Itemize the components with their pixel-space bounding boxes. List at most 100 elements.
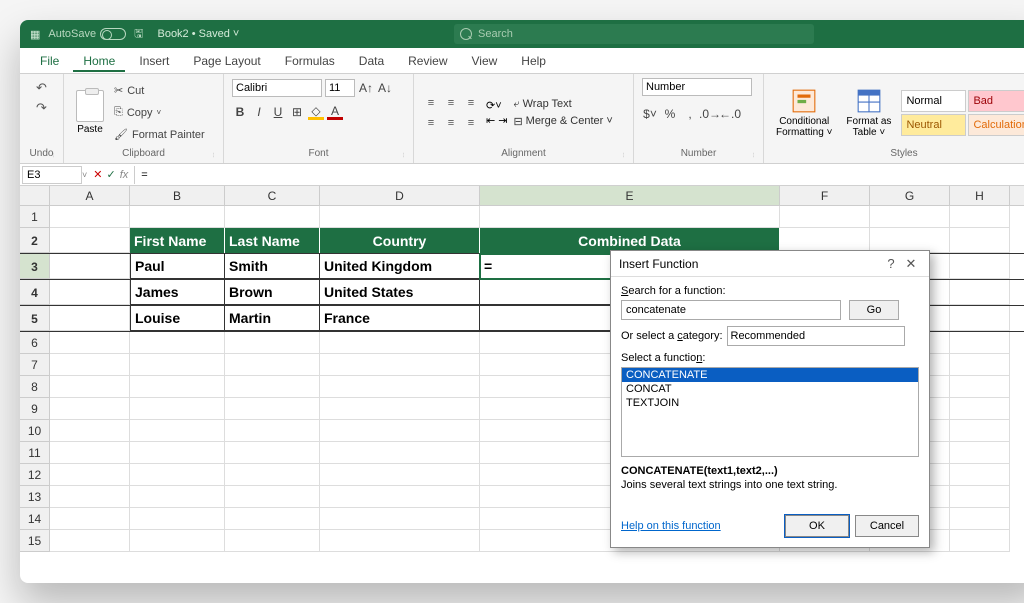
col-header-A[interactable]: A — [50, 186, 130, 205]
col-header-H[interactable]: H — [950, 186, 1010, 205]
cell[interactable] — [225, 508, 320, 530]
cell[interactable] — [320, 464, 480, 486]
cancel-formula-button[interactable]: ✕ — [93, 168, 102, 181]
menu-file[interactable]: File — [30, 50, 69, 72]
col-header-E[interactable]: E — [480, 186, 780, 205]
cell[interactable] — [225, 420, 320, 442]
row-header[interactable]: 3 — [20, 254, 50, 279]
go-button[interactable]: Go — [849, 300, 899, 320]
style-normal[interactable]: Normal — [901, 90, 966, 112]
cell[interactable] — [950, 228, 1010, 253]
increase-font-button[interactable]: A↑ — [358, 80, 374, 96]
cell[interactable] — [950, 398, 1010, 420]
cell[interactable]: Louise — [130, 306, 225, 331]
cell[interactable] — [130, 420, 225, 442]
row-header[interactable]: 2 — [20, 228, 50, 253]
style-calculation[interactable]: Calculation — [968, 114, 1024, 136]
format-painter-button[interactable]: 🖌Format Painter — [114, 125, 205, 145]
format-as-table-button[interactable]: Format as Table ˅ — [842, 88, 895, 138]
cell[interactable] — [225, 206, 320, 228]
cancel-button[interactable]: Cancel — [855, 515, 919, 537]
cell[interactable] — [130, 206, 225, 228]
decrease-font-button[interactable]: A↓ — [377, 80, 393, 96]
cell[interactable] — [50, 486, 130, 508]
cell[interactable]: Martin — [225, 306, 320, 331]
enter-formula-button[interactable]: ✓ — [106, 168, 115, 181]
row-header[interactable]: 11 — [20, 442, 50, 464]
cell[interactable]: James — [130, 280, 225, 305]
row-header[interactable]: 12 — [20, 464, 50, 486]
cell[interactable] — [320, 420, 480, 442]
bold-button[interactable]: B — [232, 104, 248, 120]
row-header[interactable]: 1 — [20, 206, 50, 228]
cell[interactable] — [780, 206, 870, 228]
cell[interactable] — [950, 206, 1010, 228]
name-box[interactable] — [22, 166, 82, 184]
conditional-formatting-button[interactable]: Conditional Formatting ˅ — [772, 88, 836, 138]
copy-button[interactable]: ⎘Copy˅ — [114, 103, 205, 123]
menu-data[interactable]: Data — [349, 50, 394, 72]
menu-home[interactable]: Home — [73, 50, 125, 72]
col-header-B[interactable]: B — [130, 186, 225, 205]
cell[interactable] — [130, 530, 225, 552]
cell[interactable] — [950, 354, 1010, 376]
category-select[interactable] — [727, 326, 905, 346]
currency-button[interactable]: $˅ — [642, 106, 658, 122]
cell[interactable] — [50, 306, 130, 331]
function-item[interactable]: CONCAT — [622, 382, 918, 396]
function-item[interactable]: CONCATENATE — [622, 368, 918, 382]
cell[interactable] — [225, 464, 320, 486]
row-header[interactable]: 14 — [20, 508, 50, 530]
row-header[interactable]: 6 — [20, 332, 50, 354]
cell[interactable] — [225, 354, 320, 376]
underline-button[interactable]: U — [270, 104, 286, 120]
col-header-D[interactable]: D — [320, 186, 480, 205]
cell[interactable]: Country — [320, 228, 480, 253]
cell[interactable] — [950, 420, 1010, 442]
percent-button[interactable]: % — [662, 106, 678, 122]
row-header[interactable]: 15 — [20, 530, 50, 552]
cell[interactable] — [50, 442, 130, 464]
cell[interactable] — [870, 206, 950, 228]
cell[interactable] — [225, 376, 320, 398]
cell[interactable] — [50, 508, 130, 530]
number-format-select[interactable] — [642, 78, 752, 96]
cell[interactable] — [320, 486, 480, 508]
dialog-close-icon[interactable]: ✕ — [901, 256, 921, 272]
cell[interactable] — [130, 376, 225, 398]
cell[interactable] — [480, 206, 780, 228]
increase-decimal-button[interactable]: .0→ — [702, 106, 718, 122]
cell[interactable] — [50, 280, 130, 305]
cell[interactable] — [50, 254, 130, 279]
font-color-button[interactable]: A — [327, 104, 343, 120]
col-header-C[interactable]: C — [225, 186, 320, 205]
cell[interactable]: United States — [320, 280, 480, 305]
align-grid[interactable]: ≡≡≡≡≡≡ — [422, 94, 480, 132]
paste-button[interactable]: Paste — [72, 88, 108, 137]
row-header[interactable]: 4 — [20, 280, 50, 305]
cell[interactable] — [950, 486, 1010, 508]
autosave-toggle[interactable]: AutoSave — [48, 28, 126, 40]
cell[interactable] — [50, 398, 130, 420]
menu-formulas[interactable]: Formulas — [275, 50, 345, 72]
select-all-corner[interactable] — [20, 186, 50, 205]
cell[interactable] — [50, 228, 130, 253]
ok-button[interactable]: OK — [785, 515, 849, 537]
cell[interactable] — [50, 332, 130, 354]
cell[interactable]: Last Name — [225, 228, 320, 253]
cell[interactable]: United Kingdom — [320, 254, 480, 279]
undo-button[interactable]: ↶ — [32, 78, 52, 98]
cell[interactable] — [320, 508, 480, 530]
font-name-select[interactable] — [232, 79, 322, 97]
row-header[interactable]: 10 — [20, 420, 50, 442]
fill-color-button[interactable]: ◇ — [308, 104, 324, 120]
cell[interactable] — [950, 332, 1010, 354]
help-link[interactable]: Help on this function — [621, 520, 721, 532]
cell[interactable] — [50, 206, 130, 228]
function-item[interactable]: TEXTJOIN — [622, 396, 918, 410]
decrease-indent-button[interactable]: ⇤ — [486, 114, 495, 127]
cell[interactable] — [50, 530, 130, 552]
cell[interactable] — [950, 442, 1010, 464]
col-header-F[interactable]: F — [780, 186, 870, 205]
cell[interactable] — [50, 464, 130, 486]
